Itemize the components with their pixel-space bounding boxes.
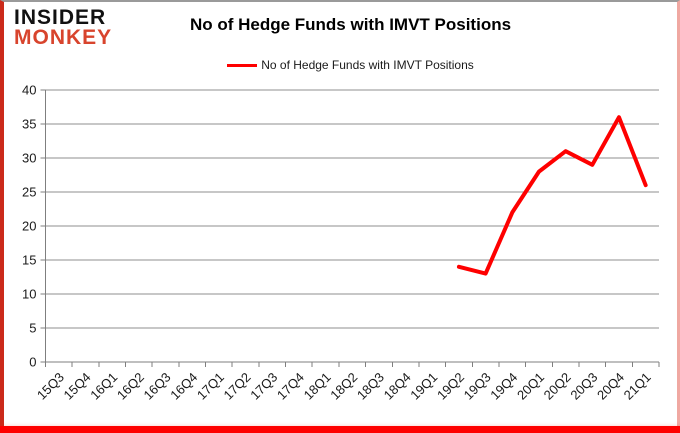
x-axis-tick-label: 16Q2 [114, 370, 147, 403]
logo-word-monkey: MONKEY [14, 25, 113, 49]
logo-word-insider: INSIDER [14, 6, 107, 29]
chart-title: No of Hedge Funds with IMVT Positions [189, 15, 512, 34]
x-axis-tick-label: 20Q4 [594, 370, 627, 403]
x-axis-tick-label: 16Q4 [167, 370, 200, 403]
x-axis-tick-label: 16Q1 [87, 370, 120, 403]
y-axis-tick-label: 30 [22, 151, 36, 166]
x-axis-tick-label: 16Q3 [141, 370, 174, 403]
insider-monkey-logo: INSIDER MONKEY [14, 6, 113, 49]
legend-label: No of Hedge Funds with IMVT Positions [261, 58, 474, 72]
x-axis-tick-label: 18Q3 [354, 370, 387, 403]
y-axis-tick-label: 40 [22, 83, 36, 98]
y-axis-tick-label: 20 [22, 219, 36, 234]
x-axis-tick-label: 19Q3 [461, 370, 494, 403]
x-axis-tick-label: 19Q2 [434, 370, 467, 403]
x-axis-tick-label: 18Q2 [327, 370, 360, 403]
x-axis-tick-label: 17Q1 [194, 370, 227, 403]
x-axis-tick-label: 21Q1 [621, 370, 654, 403]
x-axis-tick-label: 18Q4 [381, 370, 414, 403]
data-line-hedge-funds [456, 115, 648, 276]
x-axis-tick-label: 15Q4 [61, 370, 94, 403]
bottom-red-bar [0, 426, 680, 433]
x-axis-tick-label: 19Q1 [407, 370, 440, 403]
x-axis-tick-label: 17Q3 [247, 370, 280, 403]
x-axis-tick-label: 20Q3 [567, 370, 600, 403]
x-axis-tick-label: 19Q4 [487, 370, 520, 403]
y-axis-tick-label: 5 [29, 321, 36, 336]
x-axis-tick-label: 20Q1 [514, 370, 547, 403]
y-axis-tick-label: 0 [29, 355, 36, 370]
x-axis-tick-label: 20Q2 [541, 370, 574, 403]
legend: No of Hedge Funds with IMVT Positions [4, 58, 677, 72]
x-axis-tick-label: 17Q2 [221, 370, 254, 403]
y-axis-tick-label: 35 [22, 117, 36, 132]
y-axis-tick-label: 25 [22, 185, 36, 200]
x-axis-tick-label: 15Q3 [34, 370, 67, 403]
y-axis-tick-label: 15 [22, 253, 36, 268]
x-axis-tick-label: 17Q4 [274, 370, 307, 403]
legend-line-swatch-icon [227, 63, 258, 67]
y-axis-tick-label: 10 [22, 287, 36, 302]
x-axis-tick-label: 18Q1 [301, 370, 334, 403]
